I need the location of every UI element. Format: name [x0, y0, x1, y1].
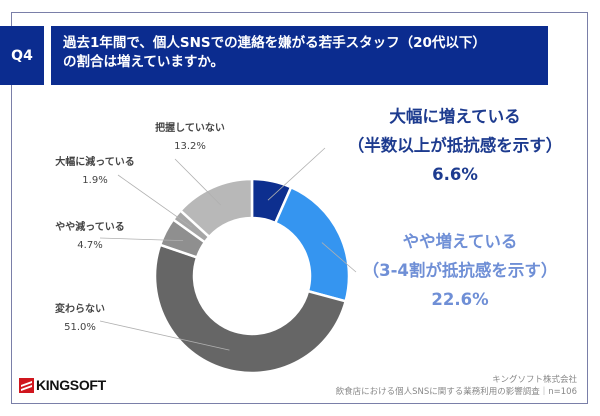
- leader-large-decrease: [117, 174, 193, 228]
- kingsoft-logo-icon: [19, 377, 34, 393]
- label-no-change-value: 51.0%: [64, 322, 96, 333]
- leader-no-change: [99, 320, 230, 351]
- label-not-aware-value: 13.2%: [174, 141, 206, 152]
- footer-survey: 飲食店における個人SNSに関する業務利用の影響調査｜n=106: [335, 387, 577, 397]
- label-slight-increase-text: やや増えている: [402, 232, 518, 251]
- label-large-increase-value: 6.6%: [432, 165, 478, 184]
- question-title-line2: の割合は増えていますか。: [63, 54, 225, 70]
- label-large-decrease-text: 大幅に減っている: [55, 157, 135, 168]
- question-number: Q4: [11, 47, 33, 64]
- leader-slight-decrease: [99, 237, 184, 241]
- label-no-change: 変わらない 51.0%: [40, 301, 120, 337]
- label-slight-decrease-text: やや減っている: [55, 222, 125, 233]
- footer-company: キングソフト株式会社: [492, 375, 577, 385]
- leader-slight-increase: [321, 242, 357, 273]
- label-slight-increase-sub: （3-4割が抵抗感を示す）: [362, 261, 558, 280]
- slice-slight-increase: [273, 185, 351, 303]
- kingsoft-logo-text: KINGSOFT: [36, 377, 106, 393]
- label-large-increase-text: 大幅に増えている: [389, 107, 521, 126]
- label-slight-decrease: やや減っている 4.7%: [45, 219, 135, 255]
- leader-large-increase: [267, 147, 326, 201]
- label-not-aware-text: 把握していない: [155, 123, 225, 134]
- question-number-badge: Q4: [0, 26, 44, 85]
- question-title-box: 過去1年間で、個人SNSでの連絡を嫌がる若手スタッフ（20代以下） の割合は増え…: [51, 26, 548, 85]
- label-no-change-text: 変わらない: [55, 304, 105, 315]
- slice-no-change: [153, 243, 348, 375]
- label-large-decrease: 大幅に減っている 1.9%: [50, 154, 140, 190]
- question-title-line1: 過去1年間で、個人SNSでの連絡を嫌がる若手スタッフ（20代以下）: [63, 35, 486, 51]
- label-slight-decrease-value: 4.7%: [77, 240, 103, 251]
- label-slight-increase-value: 22.6%: [431, 290, 489, 309]
- kingsoft-logo: KINGSOFT: [19, 377, 106, 393]
- slice-not-aware: [178, 177, 254, 239]
- label-large-increase-sub: （半数以上が抵抗感を示す）: [347, 136, 563, 155]
- label-large-decrease-value: 1.9%: [82, 175, 108, 186]
- label-slight-increase: やや増えている （3-4割が抵抗感を示す） 22.6%: [340, 227, 580, 314]
- leader-not-aware: [174, 158, 222, 206]
- label-not-aware: 把握していない 13.2%: [150, 120, 230, 156]
- label-large-increase: 大幅に増えている （半数以上が抵抗感を示す） 6.6%: [335, 102, 575, 189]
- footer-source: キングソフト株式会社 飲食店における個人SNSに関する業務利用の影響調査｜n=1…: [336, 374, 577, 398]
